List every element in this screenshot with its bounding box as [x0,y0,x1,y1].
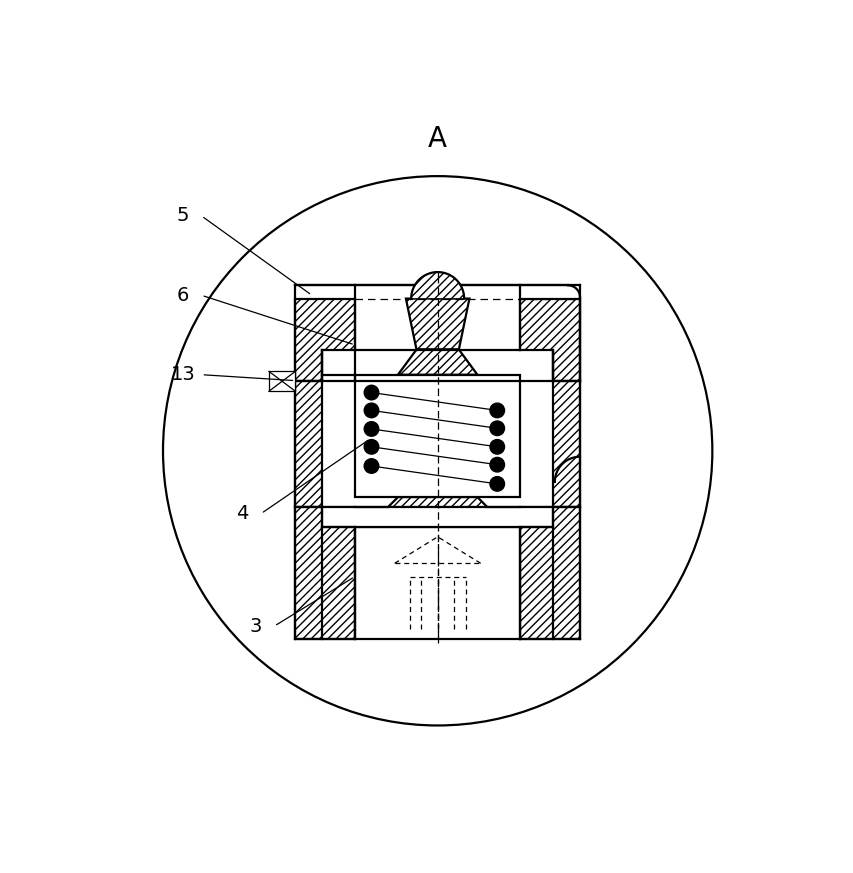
Polygon shape [553,382,579,507]
Circle shape [363,439,379,454]
Polygon shape [519,299,579,382]
Bar [269,371,295,391]
Circle shape [363,422,379,436]
Text: 6: 6 [177,285,189,305]
Polygon shape [411,272,464,299]
Circle shape [490,439,504,454]
Bar [355,527,519,639]
Text: 4: 4 [236,505,248,523]
Polygon shape [387,497,487,507]
Polygon shape [519,507,579,639]
Circle shape [490,421,504,436]
Circle shape [490,477,504,491]
Polygon shape [405,299,469,349]
Bar [355,375,519,497]
Polygon shape [295,507,355,639]
Circle shape [490,457,504,472]
Circle shape [363,403,379,417]
Polygon shape [397,349,477,375]
Circle shape [490,403,504,417]
Text: 13: 13 [171,365,195,384]
Circle shape [363,385,379,400]
Text: A: A [427,125,447,153]
Circle shape [363,458,379,473]
Text: 3: 3 [249,616,262,636]
Polygon shape [295,382,322,507]
Bar [322,507,553,527]
Polygon shape [295,299,355,382]
Text: 5: 5 [177,206,189,225]
